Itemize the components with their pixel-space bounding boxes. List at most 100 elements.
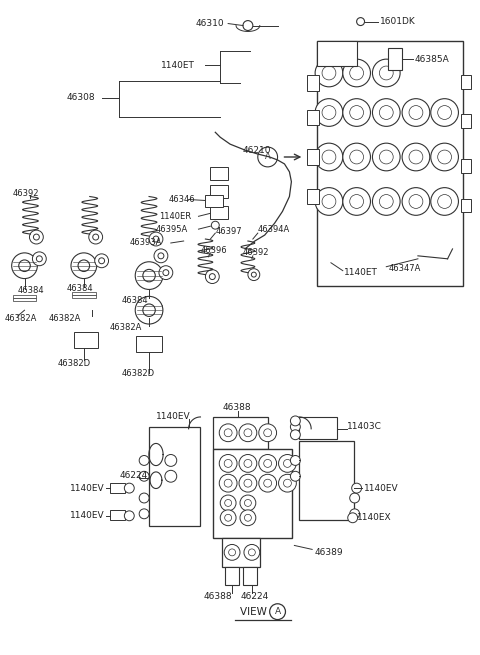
Circle shape	[343, 99, 371, 126]
Bar	[210, 206, 228, 219]
Circle shape	[259, 455, 276, 472]
Text: 46210: 46210	[243, 145, 272, 155]
Bar	[205, 195, 223, 208]
Text: 1140ET: 1140ET	[344, 268, 378, 277]
Circle shape	[409, 150, 423, 164]
Circle shape	[379, 150, 393, 164]
Text: 1140EV: 1140EV	[70, 512, 105, 520]
Text: VIEW: VIEW	[240, 607, 270, 616]
Bar	[136, 305, 162, 309]
Circle shape	[36, 256, 42, 262]
Circle shape	[350, 195, 363, 208]
Circle shape	[270, 604, 286, 620]
Bar	[307, 109, 319, 125]
Circle shape	[244, 500, 252, 506]
Text: 46308: 46308	[67, 93, 96, 102]
Circle shape	[159, 266, 173, 280]
Text: 46382D: 46382D	[57, 359, 90, 368]
Text: 46382D: 46382D	[121, 369, 155, 378]
Text: 11403C: 11403C	[347, 422, 382, 432]
Text: 46346: 46346	[169, 195, 195, 204]
Circle shape	[165, 470, 177, 482]
Bar	[136, 309, 162, 311]
Circle shape	[372, 143, 400, 171]
Circle shape	[135, 296, 163, 324]
Bar	[461, 115, 471, 128]
Text: 46392: 46392	[12, 189, 39, 198]
Circle shape	[372, 187, 400, 215]
Circle shape	[290, 430, 300, 440]
Text: 1601DK: 1601DK	[380, 17, 416, 26]
Circle shape	[239, 474, 257, 492]
Circle shape	[19, 260, 30, 272]
Circle shape	[264, 459, 272, 468]
Circle shape	[219, 424, 237, 441]
Text: 46224: 46224	[120, 471, 148, 479]
Circle shape	[315, 143, 343, 171]
Circle shape	[438, 195, 452, 208]
Text: 46382A: 46382A	[109, 324, 142, 333]
Circle shape	[290, 455, 300, 466]
Bar	[307, 149, 319, 165]
Circle shape	[402, 143, 430, 171]
Bar	[149, 427, 201, 526]
Circle shape	[205, 270, 219, 284]
Bar	[222, 538, 260, 567]
Text: 1140EV: 1140EV	[70, 483, 105, 493]
Circle shape	[264, 479, 272, 487]
Text: 46389: 46389	[314, 548, 343, 557]
Circle shape	[350, 150, 363, 164]
Circle shape	[284, 479, 291, 487]
Circle shape	[219, 455, 237, 472]
Circle shape	[278, 474, 296, 492]
Bar	[307, 75, 319, 91]
Bar	[72, 295, 96, 298]
Bar	[225, 567, 239, 585]
Circle shape	[322, 105, 336, 119]
Text: 46385A: 46385A	[415, 54, 450, 64]
Bar	[300, 441, 354, 520]
Bar	[74, 332, 97, 348]
Circle shape	[379, 195, 393, 208]
Circle shape	[409, 195, 423, 208]
Circle shape	[165, 455, 177, 466]
Circle shape	[343, 59, 371, 87]
Circle shape	[431, 143, 458, 171]
Circle shape	[225, 514, 231, 521]
Circle shape	[343, 143, 371, 171]
Text: 1140ET: 1140ET	[161, 60, 195, 69]
Circle shape	[290, 416, 300, 426]
Circle shape	[402, 99, 430, 126]
Text: 46397: 46397	[216, 227, 242, 236]
Circle shape	[244, 544, 260, 560]
Circle shape	[322, 150, 336, 164]
Circle shape	[431, 99, 458, 126]
Circle shape	[99, 258, 105, 264]
Circle shape	[224, 544, 240, 560]
Circle shape	[135, 262, 163, 290]
Text: 46384: 46384	[67, 284, 94, 293]
Circle shape	[124, 511, 134, 521]
Bar	[300, 417, 337, 439]
Text: 1140ER: 1140ER	[159, 212, 191, 221]
Circle shape	[258, 147, 277, 167]
Circle shape	[350, 105, 363, 119]
Circle shape	[93, 234, 99, 240]
Bar	[12, 295, 36, 298]
Text: 46396: 46396	[201, 246, 227, 255]
Circle shape	[244, 459, 252, 468]
Circle shape	[259, 474, 276, 492]
Circle shape	[264, 429, 272, 437]
Bar	[210, 185, 228, 198]
Circle shape	[322, 195, 336, 208]
Circle shape	[379, 105, 393, 119]
Circle shape	[12, 253, 37, 278]
Circle shape	[33, 252, 46, 266]
Circle shape	[139, 493, 149, 503]
Circle shape	[78, 260, 90, 272]
Bar	[12, 298, 36, 301]
Bar	[317, 41, 357, 66]
Circle shape	[352, 483, 361, 493]
Circle shape	[34, 234, 39, 240]
Bar	[317, 41, 463, 286]
